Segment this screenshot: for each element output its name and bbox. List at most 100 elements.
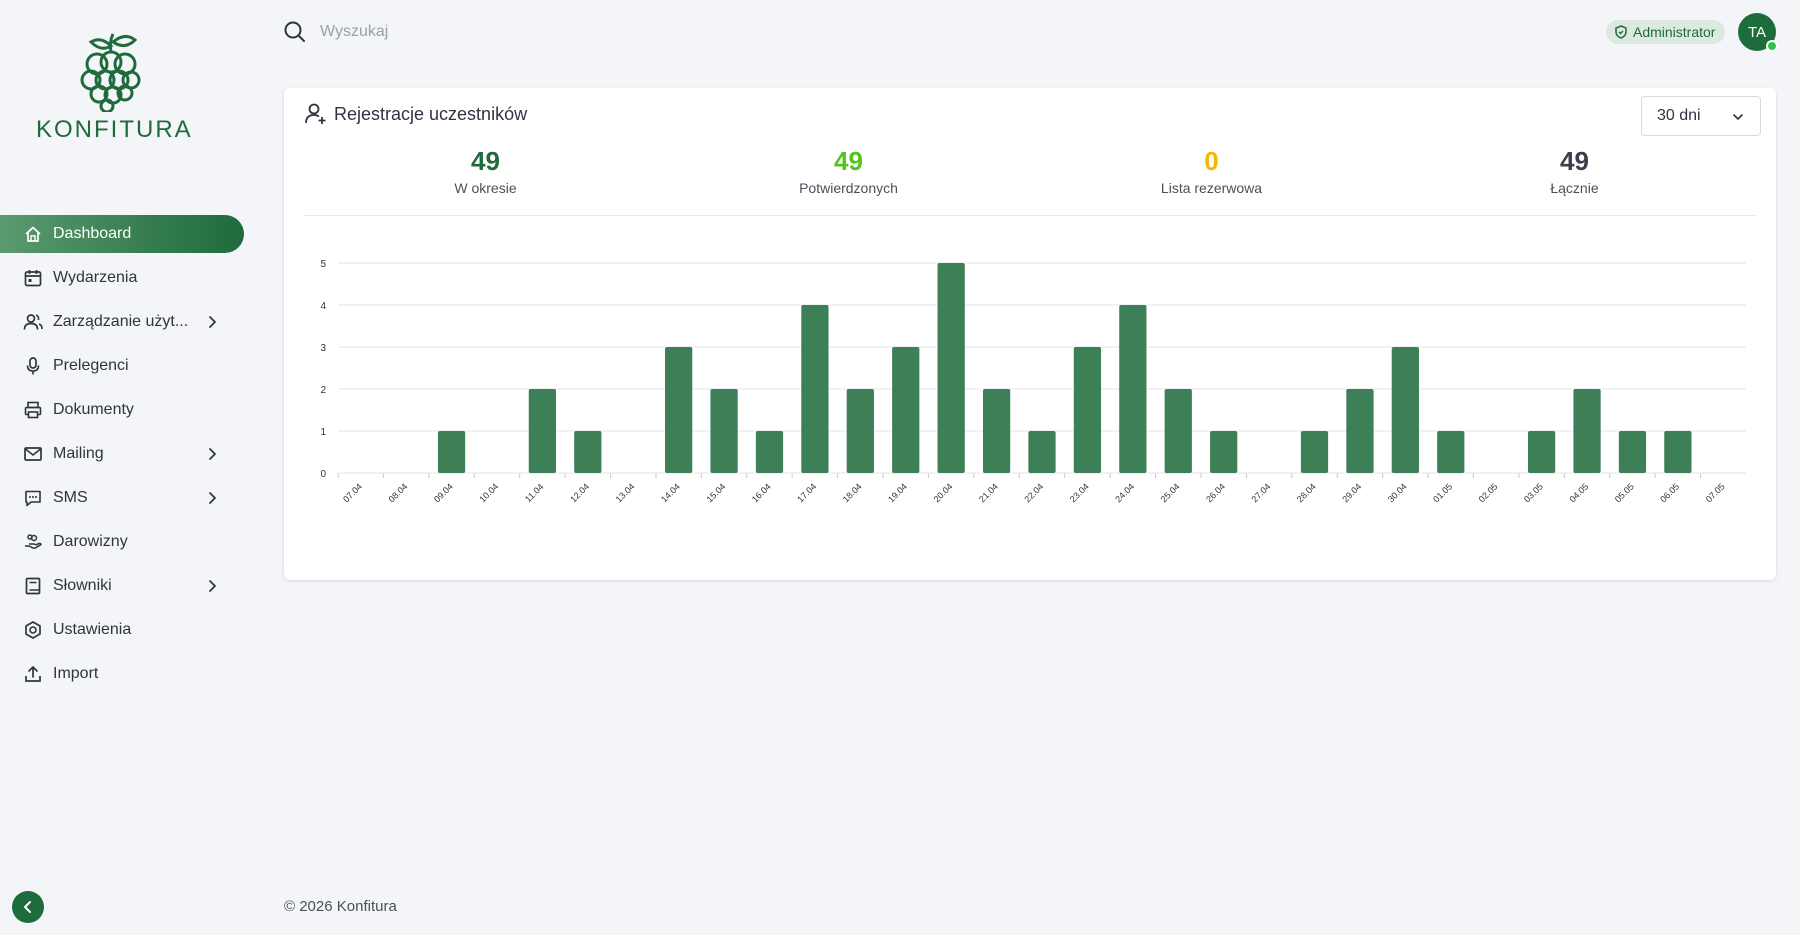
sidebar-item-label: Dokumenty — [53, 401, 134, 418]
bar[interactable] — [1437, 431, 1465, 473]
chevron-right-icon — [209, 492, 216, 504]
chevron-right-icon — [209, 580, 216, 592]
range-select[interactable]: 30 dni — [1641, 96, 1761, 136]
bar[interactable] — [528, 389, 557, 473]
bar[interactable] — [1119, 305, 1147, 473]
mail-icon — [23, 444, 43, 464]
x-tick-label: 06.05 — [1658, 481, 1681, 504]
x-tick-label: 17.04 — [795, 481, 818, 504]
bar[interactable] — [1527, 431, 1556, 473]
x-tick-label: 08.04 — [387, 481, 410, 504]
home-icon — [23, 224, 43, 244]
stat-value: 49 — [471, 146, 500, 176]
bar[interactable] — [437, 431, 466, 473]
sidebar-item-8[interactable]: Słowniki — [0, 567, 244, 605]
shield-icon — [1615, 25, 1627, 39]
x-tick-label: 22.04 — [1022, 481, 1045, 504]
y-tick-label: 5 — [320, 259, 326, 270]
printer-icon — [23, 400, 43, 420]
role-badge: Administrator — [1606, 20, 1726, 44]
x-tick-label: 13.04 — [614, 481, 637, 504]
bar[interactable] — [1210, 431, 1238, 473]
bar[interactable] — [1664, 431, 1692, 473]
stat-label: Lista rezerwowa — [1160, 180, 1263, 196]
bar[interactable] — [1573, 389, 1601, 473]
avatar[interactable]: TA — [1738, 13, 1778, 52]
sidebar-item-3[interactable]: Prelegenci — [0, 347, 244, 385]
role-badge-label: Administrator — [1633, 24, 1716, 40]
x-tick-label: 10.04 — [477, 481, 500, 504]
bar[interactable] — [937, 263, 965, 473]
x-tick-label: 07.04 — [341, 481, 364, 504]
bar[interactable] — [1346, 389, 1374, 473]
footer-copyright: © 2026 Konfitura — [284, 898, 397, 915]
range-select-value: 30 dni — [1657, 107, 1701, 124]
bar[interactable] — [801, 305, 829, 473]
donation-hand-icon — [23, 532, 43, 552]
y-tick-label: 1 — [320, 427, 326, 438]
stat-label: Potwierdzonych — [799, 180, 898, 196]
bar[interactable] — [846, 389, 874, 473]
x-tick-label: 16.04 — [750, 481, 773, 504]
stat-item: 49 Łącznie — [1393, 146, 1756, 215]
x-tick-label: 28.04 — [1295, 481, 1318, 504]
x-tick-label: 12.04 — [568, 481, 591, 504]
sidebar-item-0[interactable]: Dashboard — [0, 215, 244, 253]
chevron-right-icon — [209, 448, 216, 460]
sidebar-item-label: Słowniki — [53, 577, 112, 594]
bar[interactable] — [665, 347, 693, 473]
stat-value: 49 — [834, 146, 863, 176]
stats-row: 49 W okresie 49 Potwierdzonych 0 Lista rezerw… — [304, 146, 1756, 216]
bar[interactable] — [755, 431, 784, 473]
chevron-left-icon — [24, 901, 31, 913]
stat-value: 49 — [1560, 146, 1589, 176]
bar[interactable] — [1391, 347, 1419, 473]
sidebar-item-label: Mailing — [53, 445, 104, 462]
x-tick-label: 30.04 — [1386, 481, 1409, 504]
sidebar-item-7[interactable]: Darowizny — [0, 523, 244, 561]
x-tick-label: 29.04 — [1340, 481, 1363, 504]
stat-label: W okresie — [454, 180, 517, 196]
book-icon — [23, 576, 43, 596]
chevron-right-icon — [209, 316, 216, 328]
sidebar-item-5[interactable]: Mailing — [0, 435, 244, 473]
x-tick-label: 23.04 — [1068, 481, 1091, 504]
sidebar-item-4[interactable]: Dokumenty — [0, 391, 244, 429]
stat-item: 0 Lista rezerwowa — [1030, 146, 1393, 215]
x-tick-label: 26.04 — [1204, 481, 1227, 504]
sidebar-item-9[interactable]: Ustawienia — [0, 611, 244, 649]
bar[interactable] — [1618, 431, 1647, 473]
sidebar-nav: Dashboard Wydarzenia Zarządzanie użyt... Pr… — [0, 215, 250, 699]
x-tick-label: 21.04 — [977, 481, 1000, 504]
x-tick-label: 05.05 — [1613, 481, 1636, 504]
bar[interactable] — [982, 389, 1011, 473]
y-tick-label: 0 — [320, 469, 326, 480]
search-input[interactable] — [320, 20, 720, 44]
x-tick-label: 02.05 — [1477, 481, 1500, 504]
collapse-sidebar-button[interactable] — [12, 891, 44, 923]
y-tick-label: 4 — [320, 301, 326, 312]
bar[interactable] — [1164, 389, 1192, 473]
stat-item: 49 Potwierdzonych — [667, 146, 1030, 215]
bar[interactable] — [1300, 431, 1329, 473]
bar[interactable] — [710, 389, 738, 473]
bar[interactable] — [1028, 431, 1056, 473]
calendar-icon — [23, 268, 43, 288]
x-tick-label: 24.04 — [1113, 481, 1136, 504]
registrations-chart: 0 1 2 3 4 5 07.04 08.04 09.04 10.04 11.04 12.04 13.0… — [304, 248, 1756, 553]
sidebar-item-2[interactable]: Zarządzanie użyt... — [0, 303, 244, 341]
card-title: Rejestracje uczestników — [334, 103, 528, 124]
brand-logo[interactable]: KONFITURA — [36, 30, 193, 144]
brand-name: KONFITURA — [36, 116, 193, 143]
sidebar-item-10[interactable]: Import — [0, 655, 244, 693]
sidebar-item-1[interactable]: Wydarzenia — [0, 259, 244, 297]
sidebar-item-label: Ustawienia — [53, 621, 132, 638]
avatar-initials: TA — [1747, 23, 1767, 41]
search-icon[interactable] — [283, 20, 307, 44]
sidebar-item-6[interactable]: SMS — [0, 479, 244, 517]
bar[interactable] — [1073, 347, 1102, 473]
sidebar-item-label: Darowizny — [53, 533, 128, 550]
x-tick-label: 27.04 — [1249, 481, 1272, 504]
bar[interactable] — [574, 431, 602, 473]
bar[interactable] — [892, 347, 920, 473]
